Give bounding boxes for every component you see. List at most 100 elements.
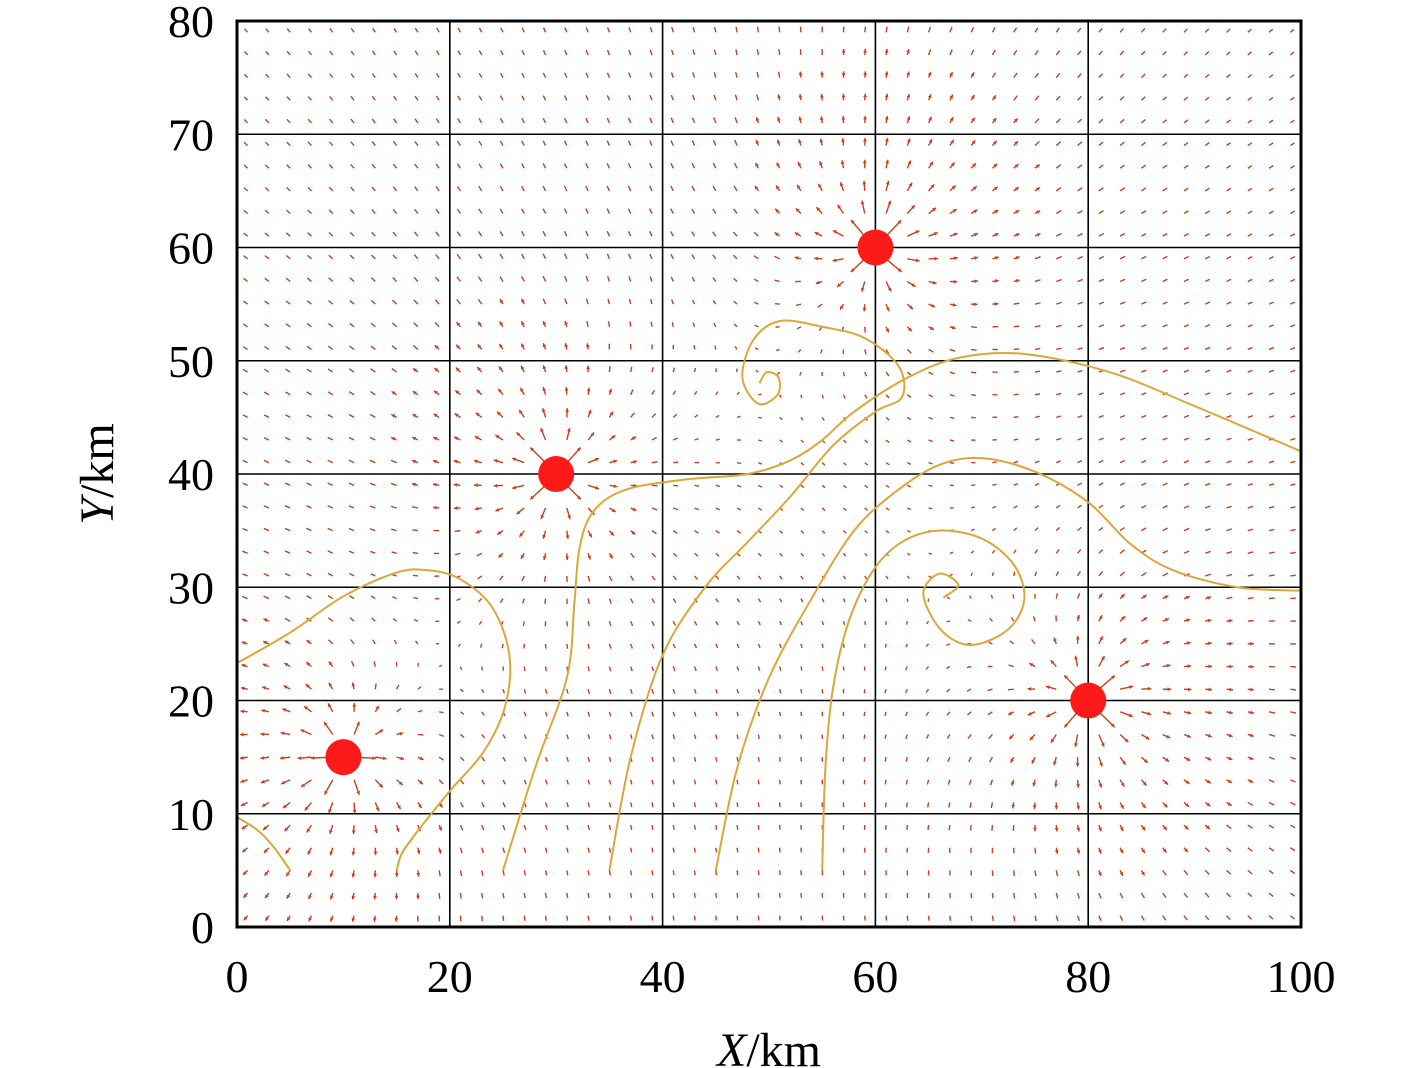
vector-arrow xyxy=(735,49,738,56)
vector-arrow xyxy=(691,208,696,214)
vector-arrow xyxy=(1098,164,1104,169)
vector-arrowhead xyxy=(453,506,458,510)
vector-arrowhead xyxy=(241,663,246,668)
vector-arrow xyxy=(414,50,419,56)
vector-arrow xyxy=(1162,50,1167,56)
vector-arrow xyxy=(628,27,632,33)
vector-arrow xyxy=(1183,392,1190,396)
vector-arrow xyxy=(307,141,312,147)
y-tick-label: 40 xyxy=(168,449,214,500)
vector-arrow xyxy=(243,187,249,192)
vector-arrowhead xyxy=(379,729,384,734)
vector-arrow xyxy=(544,598,547,604)
vector-arrowhead xyxy=(1110,723,1115,728)
vector-arrow xyxy=(800,439,805,444)
vector-arrowhead xyxy=(613,459,618,464)
vector-arrow xyxy=(434,321,440,328)
vector-arrow xyxy=(585,208,589,214)
vector-arrowhead xyxy=(477,366,482,371)
vector-arrowhead xyxy=(416,850,421,854)
y-axis-var: Y xyxy=(71,494,124,525)
vector-arrow xyxy=(306,277,312,283)
vector-arrow xyxy=(459,779,465,785)
vector-arrow xyxy=(715,711,718,717)
vector-arrow xyxy=(521,27,525,33)
vector-arrow xyxy=(587,598,591,605)
vector-arrow xyxy=(392,141,398,146)
vector-arrow xyxy=(693,390,698,396)
vector-arrowhead xyxy=(419,756,424,760)
vector-arrow xyxy=(370,322,376,328)
vector-arrow xyxy=(905,779,909,785)
vector-arrow xyxy=(800,643,803,649)
vector-arrow xyxy=(1205,550,1211,554)
vector-arrowhead xyxy=(412,459,417,464)
vector-arrow xyxy=(672,575,677,581)
vector-arrow xyxy=(1141,482,1147,486)
vector-arrow xyxy=(438,756,445,761)
vector-arrow xyxy=(1055,504,1061,509)
vector-arrow xyxy=(1077,255,1083,260)
vector-arrowhead xyxy=(1249,733,1254,738)
vector-arrow xyxy=(481,734,486,739)
vector-arrow xyxy=(438,892,441,899)
streamline xyxy=(608,319,906,871)
vector-arrow xyxy=(1055,526,1061,532)
vector-arrow xyxy=(542,95,547,101)
vector-arrow xyxy=(733,277,738,282)
vector-arrow xyxy=(1290,437,1296,441)
vector-arrowhead xyxy=(797,184,801,189)
vector-arrow xyxy=(417,709,423,713)
vector-arrowhead xyxy=(1029,663,1034,667)
vector-arrow xyxy=(329,96,334,101)
vector-arrow xyxy=(521,185,525,192)
vector-arrow xyxy=(1119,549,1125,554)
vector-arrow xyxy=(414,73,419,79)
y-tick-label: 20 xyxy=(168,676,214,727)
vector-arrowhead xyxy=(1011,781,1015,786)
vector-arrow xyxy=(649,299,653,305)
vector-arrowhead xyxy=(351,917,356,922)
vector-arrow xyxy=(800,666,803,671)
vector-arrow xyxy=(733,208,738,214)
vector-arrow xyxy=(263,482,270,486)
vector-arrow xyxy=(286,118,291,124)
vector-arrowhead xyxy=(373,917,377,922)
vector-arrow xyxy=(1204,392,1211,396)
vector-arrow xyxy=(842,643,845,648)
vector-arrow xyxy=(585,163,589,169)
vector-arrowhead xyxy=(1075,763,1080,767)
vector-arrowhead xyxy=(241,802,246,806)
vector-arrow xyxy=(328,209,334,215)
vector-arrowhead xyxy=(438,849,442,854)
vector-arrow xyxy=(864,484,869,489)
vector-arrow xyxy=(1034,571,1038,577)
vector-arrow xyxy=(459,688,464,693)
vector-arrow xyxy=(520,253,525,260)
vector-arrow xyxy=(672,507,679,511)
vector-arrowhead xyxy=(474,436,479,440)
vector-arrow xyxy=(800,416,804,421)
vector-arrow xyxy=(712,277,717,282)
vector-arrow xyxy=(1247,505,1254,509)
vector-arrow xyxy=(1141,232,1147,237)
vector-arrowhead xyxy=(915,258,920,263)
vector-arrow xyxy=(608,779,612,785)
vector-arrowhead xyxy=(887,287,892,292)
vector-arrow xyxy=(1077,141,1083,147)
vector-arrow xyxy=(734,94,738,101)
vector-arrowhead xyxy=(1228,618,1233,623)
vector-arrow xyxy=(1204,210,1211,215)
vector-arrow xyxy=(1290,301,1296,305)
vector-arrowhead xyxy=(265,916,269,921)
vector-arrow xyxy=(587,870,590,876)
vector-arrowhead xyxy=(412,482,416,487)
vector-arrow xyxy=(1290,346,1296,351)
y-axis-title: Y/km xyxy=(71,423,124,524)
y-tick-label: 50 xyxy=(168,336,214,387)
vector-arrow xyxy=(885,598,888,603)
vector-arrowhead xyxy=(324,790,328,795)
vector-arrow xyxy=(906,552,911,556)
vector-arrow xyxy=(307,164,312,169)
vector-arrow xyxy=(608,621,612,627)
